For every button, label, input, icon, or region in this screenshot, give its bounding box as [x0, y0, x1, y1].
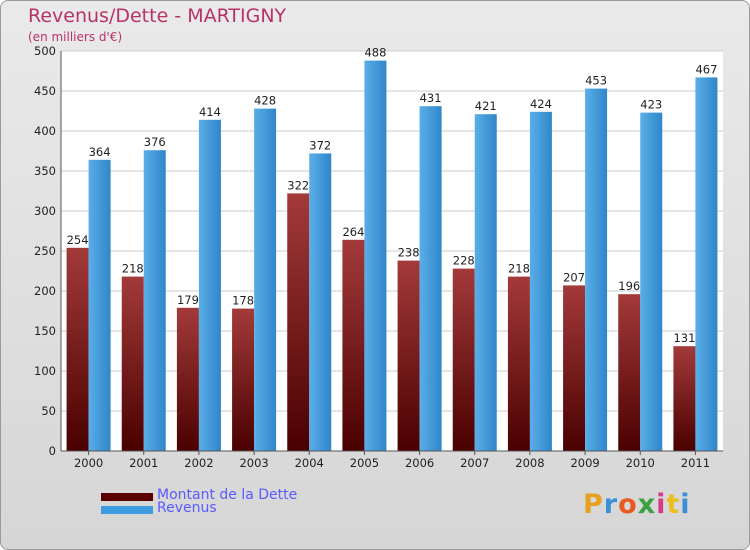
logo-letter: o: [618, 489, 638, 520]
data-label-revenus-2010: 423: [640, 98, 662, 112]
bar-revenus-2002: [198, 119, 221, 452]
data-label-debt-2002: 179: [177, 293, 199, 307]
data-label-debt-2007: 228: [453, 254, 475, 268]
x-tick-label: 2002: [184, 456, 213, 470]
y-tick-label: 150: [34, 324, 56, 338]
y-tick-label: 250: [34, 244, 56, 258]
bar-revenus-2000: [88, 159, 111, 452]
logo-letter: t: [666, 489, 681, 520]
data-label-debt-2010: 196: [618, 279, 640, 293]
data-label-revenus-2011: 467: [695, 62, 717, 76]
chart-title: Revenus/Dette - MARTIGNY: [28, 5, 287, 27]
x-tick-label: 2004: [295, 456, 324, 470]
logo-letter: P: [583, 489, 604, 520]
bar-revenus-2009: [585, 88, 608, 451]
data-label-debt-2009: 207: [563, 270, 585, 284]
proxiti-logo: Proxiti: [583, 489, 691, 520]
x-tick-label: 2009: [570, 456, 599, 470]
x-tick-label: 2003: [239, 456, 268, 470]
bars-group: [66, 60, 718, 452]
data-label-revenus-2002: 414: [199, 105, 221, 119]
bar-revenus-2005: [364, 60, 387, 451]
data-label-debt-2011: 131: [673, 331, 695, 345]
x-tick-label: 2010: [626, 456, 655, 470]
x-tick-label: 2001: [129, 456, 158, 470]
logo-letter: x: [637, 489, 657, 520]
legend-swatch-revenus: [101, 506, 153, 514]
bar-revenus-2004: [309, 153, 332, 451]
data-label-revenus-2006: 431: [420, 91, 442, 105]
bar-debt-2010: [618, 294, 641, 451]
y-tick-label: 500: [34, 44, 56, 58]
bar-debt-2007: [452, 268, 475, 451]
data-label-revenus-2001: 376: [144, 135, 166, 149]
data-label-revenus-2003: 428: [254, 94, 276, 108]
logo-letter: i: [680, 489, 691, 520]
data-label-debt-2001: 218: [122, 262, 144, 276]
data-labels-group: 254 364 218 376 179 414 178 428 322 372 264 488 238 4…: [67, 46, 718, 346]
y-tick-label: 0: [49, 444, 56, 458]
bar-debt-2011: [673, 346, 696, 451]
bar-debt-2009: [563, 285, 586, 451]
bar-debt-2005: [342, 239, 365, 451]
logo-letter: r: [603, 489, 619, 520]
bar-revenus-2008: [529, 111, 552, 452]
bar-debt-2000: [66, 247, 89, 451]
x-tick-label: 2005: [350, 456, 379, 470]
x-tick-label: 2000: [74, 456, 103, 470]
data-label-debt-2003: 178: [232, 294, 254, 308]
data-label-debt-2004: 322: [287, 178, 309, 192]
data-label-revenus-2000: 364: [89, 145, 111, 159]
data-label-revenus-2007: 421: [475, 99, 497, 113]
x-tick-label: 2007: [460, 456, 489, 470]
grid-lines: [61, 50, 723, 452]
legend-swatch-debt: [101, 493, 153, 501]
bar-revenus-2010: [640, 112, 663, 451]
bar-revenus-2007: [474, 114, 497, 451]
bar-revenus-2011: [695, 77, 718, 452]
data-label-revenus-2009: 453: [585, 74, 607, 88]
legend-label-debt: Montant de la Dette: [157, 487, 298, 503]
bar-debt-2006: [397, 260, 420, 451]
y-tick-label: 400: [34, 124, 56, 138]
axes-group: 0 50 100 150 200 250 300 350 400 450 500 2000 2001 20…: [34, 44, 723, 470]
bar-debt-2003: [232, 308, 255, 451]
chart-subtitle: (en milliers d'€): [28, 30, 123, 44]
data-label-debt-2008: 218: [508, 262, 530, 276]
bar-debt-2002: [176, 307, 199, 451]
x-tick-label: 2006: [405, 456, 434, 470]
x-tick-label: 2008: [515, 456, 544, 470]
x-tick-label: 2011: [681, 456, 710, 470]
y-tick-label: 300: [34, 204, 56, 218]
logo-letter: i: [656, 489, 667, 520]
bar-debt-2001: [121, 276, 144, 451]
y-tick-label: 50: [41, 404, 56, 418]
data-label-revenus-2005: 488: [364, 46, 386, 60]
y-tick-label: 350: [34, 164, 56, 178]
data-label-debt-2005: 264: [342, 225, 364, 239]
data-label-revenus-2004: 372: [309, 138, 331, 152]
data-label-revenus-2008: 424: [530, 97, 552, 111]
bar-debt-2004: [287, 193, 310, 451]
bar-debt-2008: [507, 276, 530, 451]
bar-revenus-2003: [254, 108, 277, 451]
bar-revenus-2006: [419, 106, 442, 451]
y-tick-label: 200: [34, 284, 56, 298]
data-label-debt-2000: 254: [67, 233, 89, 247]
y-tick-label: 450: [34, 84, 56, 98]
legend-label-revenus: Revenus: [157, 500, 217, 516]
bar-revenus-2001: [143, 150, 166, 451]
y-tick-label: 100: [34, 364, 56, 378]
data-label-debt-2006: 238: [398, 246, 420, 260]
